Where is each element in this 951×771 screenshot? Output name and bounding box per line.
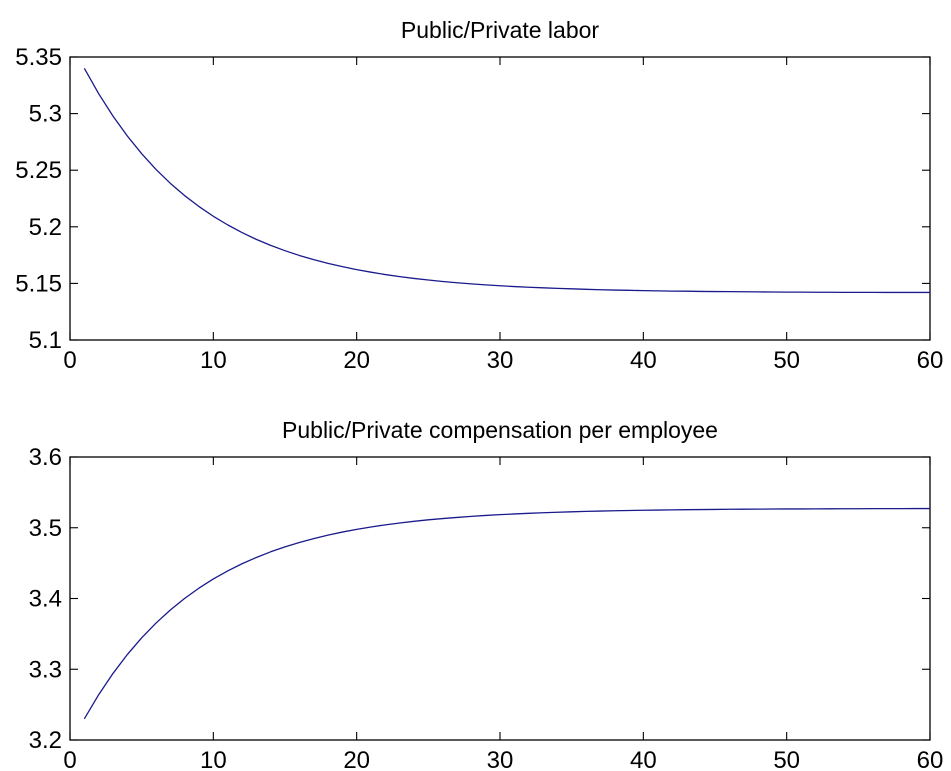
x-tick-label: 50 <box>773 747 800 771</box>
series-line-0 <box>83 507 930 720</box>
y-tick-label: 5.3 <box>29 101 62 128</box>
y-tick-label: 5.35 <box>15 44 62 71</box>
x-tick-label: 10 <box>200 347 227 374</box>
chart-panel-public-private-labor: Public/Private labor 0 10 20 30 40 50 60 5.1 5.1… <box>15 17 943 374</box>
series-line-0 <box>83 68 930 294</box>
x-tick-label: 30 <box>487 347 514 374</box>
x-tick-label: 20 <box>343 347 370 374</box>
x-tick-label: 10 <box>200 747 227 771</box>
axis-ticks: 0 10 20 30 40 50 60 5.1 5.15 5.2 5.25 5.3 5.35 <box>15 44 943 374</box>
x-tick-label: 0 <box>63 347 76 374</box>
y-tick-label: 3.5 <box>29 515 62 542</box>
chart-title: Public/Private labor <box>401 17 599 43</box>
y-tick-label: 5.1 <box>29 327 62 354</box>
plot-area-frame <box>69 56 931 341</box>
y-tick-label: 3.4 <box>29 586 62 613</box>
x-tick-label: 60 <box>917 347 944 374</box>
x-tick-label: 30 <box>487 747 514 771</box>
x-tick-label: 40 <box>630 747 657 771</box>
plot-area-frame <box>69 456 931 741</box>
chart-title: Public/Private compensation per employee <box>282 417 718 443</box>
y-tick-label: 3.6 <box>29 444 62 471</box>
y-tick-label: 5.2 <box>29 214 62 241</box>
y-tick-label: 5.15 <box>15 270 62 297</box>
y-tick-label: 3.2 <box>29 727 62 754</box>
series-lines <box>83 507 930 720</box>
x-tick-label: 60 <box>917 747 944 771</box>
series-lines <box>83 68 930 294</box>
chart-panel-public-private-compensation: Public/Private compensation per employee… <box>29 417 944 771</box>
x-tick-label: 50 <box>773 347 800 374</box>
axis-ticks: 0 10 20 30 40 50 60 3.2 3.3 3.4 3.5 3.6 <box>29 444 944 771</box>
x-tick-label: 40 <box>630 347 657 374</box>
y-tick-label: 5.25 <box>15 157 62 184</box>
x-tick-label: 20 <box>343 747 370 771</box>
y-tick-label: 3.3 <box>29 656 62 683</box>
x-tick-label: 0 <box>63 747 76 771</box>
